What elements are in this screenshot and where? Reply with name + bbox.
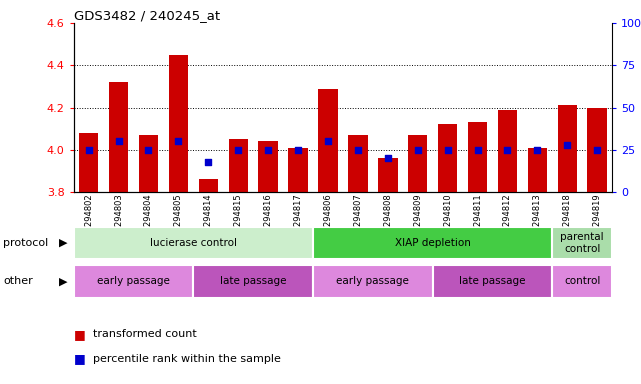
Text: parental
control: parental control [560, 232, 604, 254]
Bar [138, 135, 158, 192]
Text: percentile rank within the sample: percentile rank within the sample [93, 354, 281, 364]
Point [113, 138, 124, 144]
Bar [79, 133, 99, 192]
Bar [74, 227, 313, 259]
Bar [378, 158, 397, 192]
Point [562, 142, 572, 148]
Bar [553, 265, 612, 298]
Bar [433, 265, 553, 298]
Text: late passage: late passage [459, 276, 526, 286]
Bar [228, 139, 248, 192]
Bar [288, 148, 308, 192]
Text: XIAP depletion: XIAP depletion [395, 238, 470, 248]
Point [413, 147, 423, 153]
Text: ■: ■ [74, 328, 85, 341]
Text: ■: ■ [74, 353, 85, 366]
Text: early passage: early passage [337, 276, 410, 286]
Text: other: other [3, 276, 33, 286]
Bar [169, 55, 188, 192]
Bar [408, 135, 428, 192]
Text: early passage: early passage [97, 276, 170, 286]
Text: ▶: ▶ [58, 238, 67, 248]
Bar [438, 124, 457, 192]
Text: ▶: ▶ [58, 276, 67, 286]
Point [173, 138, 183, 144]
Bar [318, 88, 338, 192]
Bar [109, 82, 128, 192]
Point [83, 147, 94, 153]
Bar [468, 122, 487, 192]
Bar [313, 265, 433, 298]
Point [293, 147, 303, 153]
Bar [497, 109, 517, 192]
Bar [258, 141, 278, 192]
Text: lucierase control: lucierase control [150, 238, 237, 248]
Bar [348, 135, 368, 192]
Point [383, 155, 393, 161]
Bar [313, 227, 553, 259]
Point [442, 147, 453, 153]
Point [472, 147, 483, 153]
Bar [74, 265, 194, 298]
Bar [199, 179, 218, 192]
Bar [553, 227, 612, 259]
Text: protocol: protocol [3, 238, 49, 248]
Text: transformed count: transformed count [93, 329, 197, 339]
Point [144, 147, 154, 153]
Point [323, 138, 333, 144]
Bar [587, 108, 607, 192]
Bar [558, 105, 577, 192]
Point [592, 147, 603, 153]
Text: control: control [564, 276, 601, 286]
Bar [194, 265, 313, 298]
Text: late passage: late passage [220, 276, 287, 286]
Point [233, 147, 244, 153]
Bar [528, 148, 547, 192]
Point [203, 159, 213, 165]
Point [263, 147, 273, 153]
Point [532, 147, 542, 153]
Point [503, 147, 513, 153]
Point [353, 147, 363, 153]
Text: GDS3482 / 240245_at: GDS3482 / 240245_at [74, 9, 220, 22]
